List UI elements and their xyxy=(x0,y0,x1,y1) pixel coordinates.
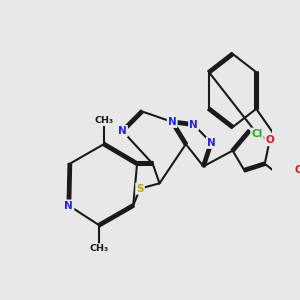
Text: Cl: Cl xyxy=(251,129,262,139)
Text: N: N xyxy=(118,126,127,136)
Text: N: N xyxy=(64,201,73,211)
Text: O: O xyxy=(265,135,274,145)
Text: CH₃: CH₃ xyxy=(94,116,113,125)
Text: N: N xyxy=(168,117,177,127)
Text: O: O xyxy=(295,165,300,175)
Text: S: S xyxy=(136,184,144,194)
Text: N: N xyxy=(207,138,216,148)
Text: N: N xyxy=(189,119,198,130)
Text: CH₃: CH₃ xyxy=(89,244,109,253)
